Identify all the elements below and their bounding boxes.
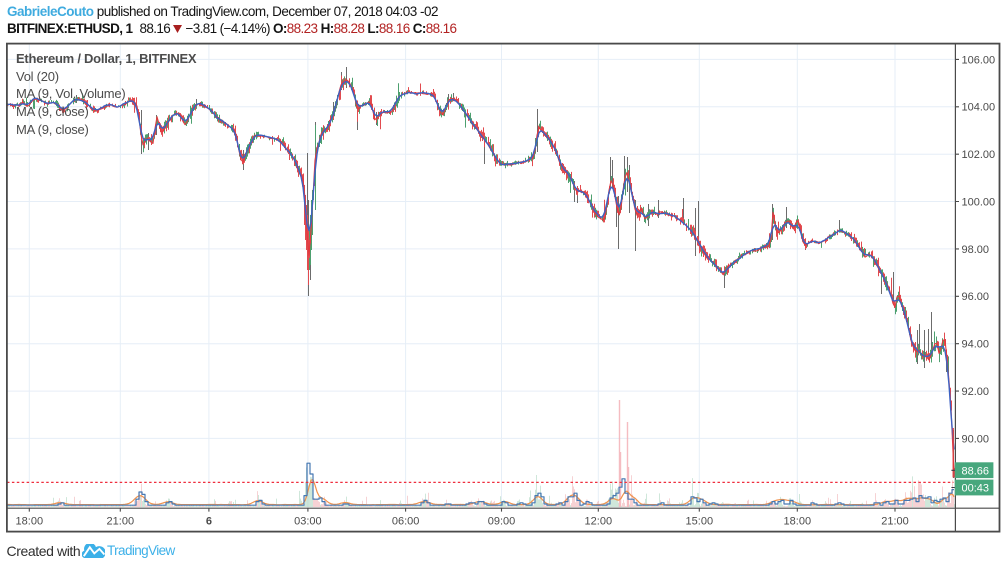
svg-text:12:00: 12:00 — [585, 516, 613, 528]
svg-text:18:00: 18:00 — [16, 516, 44, 528]
svg-text:09:00: 09:00 — [488, 516, 516, 528]
svg-text:18:00: 18:00 — [784, 516, 812, 528]
svg-text:96.00: 96.00 — [962, 291, 990, 303]
svg-text:00:43: 00:43 — [962, 483, 990, 495]
svg-text:15:00: 15:00 — [686, 516, 714, 528]
svg-text:21:00: 21:00 — [107, 516, 135, 528]
svg-text:98.00: 98.00 — [962, 244, 990, 256]
svg-text:21:00: 21:00 — [881, 516, 909, 528]
svg-text:88.66: 88.66 — [962, 465, 990, 477]
svg-text:06:00: 06:00 — [392, 516, 420, 528]
svg-text:92.00: 92.00 — [962, 386, 990, 398]
svg-text:106.00: 106.00 — [962, 54, 996, 66]
svg-text:100.00: 100.00 — [962, 196, 996, 208]
svg-text:104.00: 104.00 — [962, 102, 996, 114]
svg-text:90.00: 90.00 — [962, 433, 990, 445]
svg-text:94.00: 94.00 — [962, 339, 990, 351]
svg-text:03:00: 03:00 — [294, 516, 322, 528]
svg-text:102.00: 102.00 — [962, 149, 996, 161]
svg-text:6: 6 — [206, 516, 212, 528]
